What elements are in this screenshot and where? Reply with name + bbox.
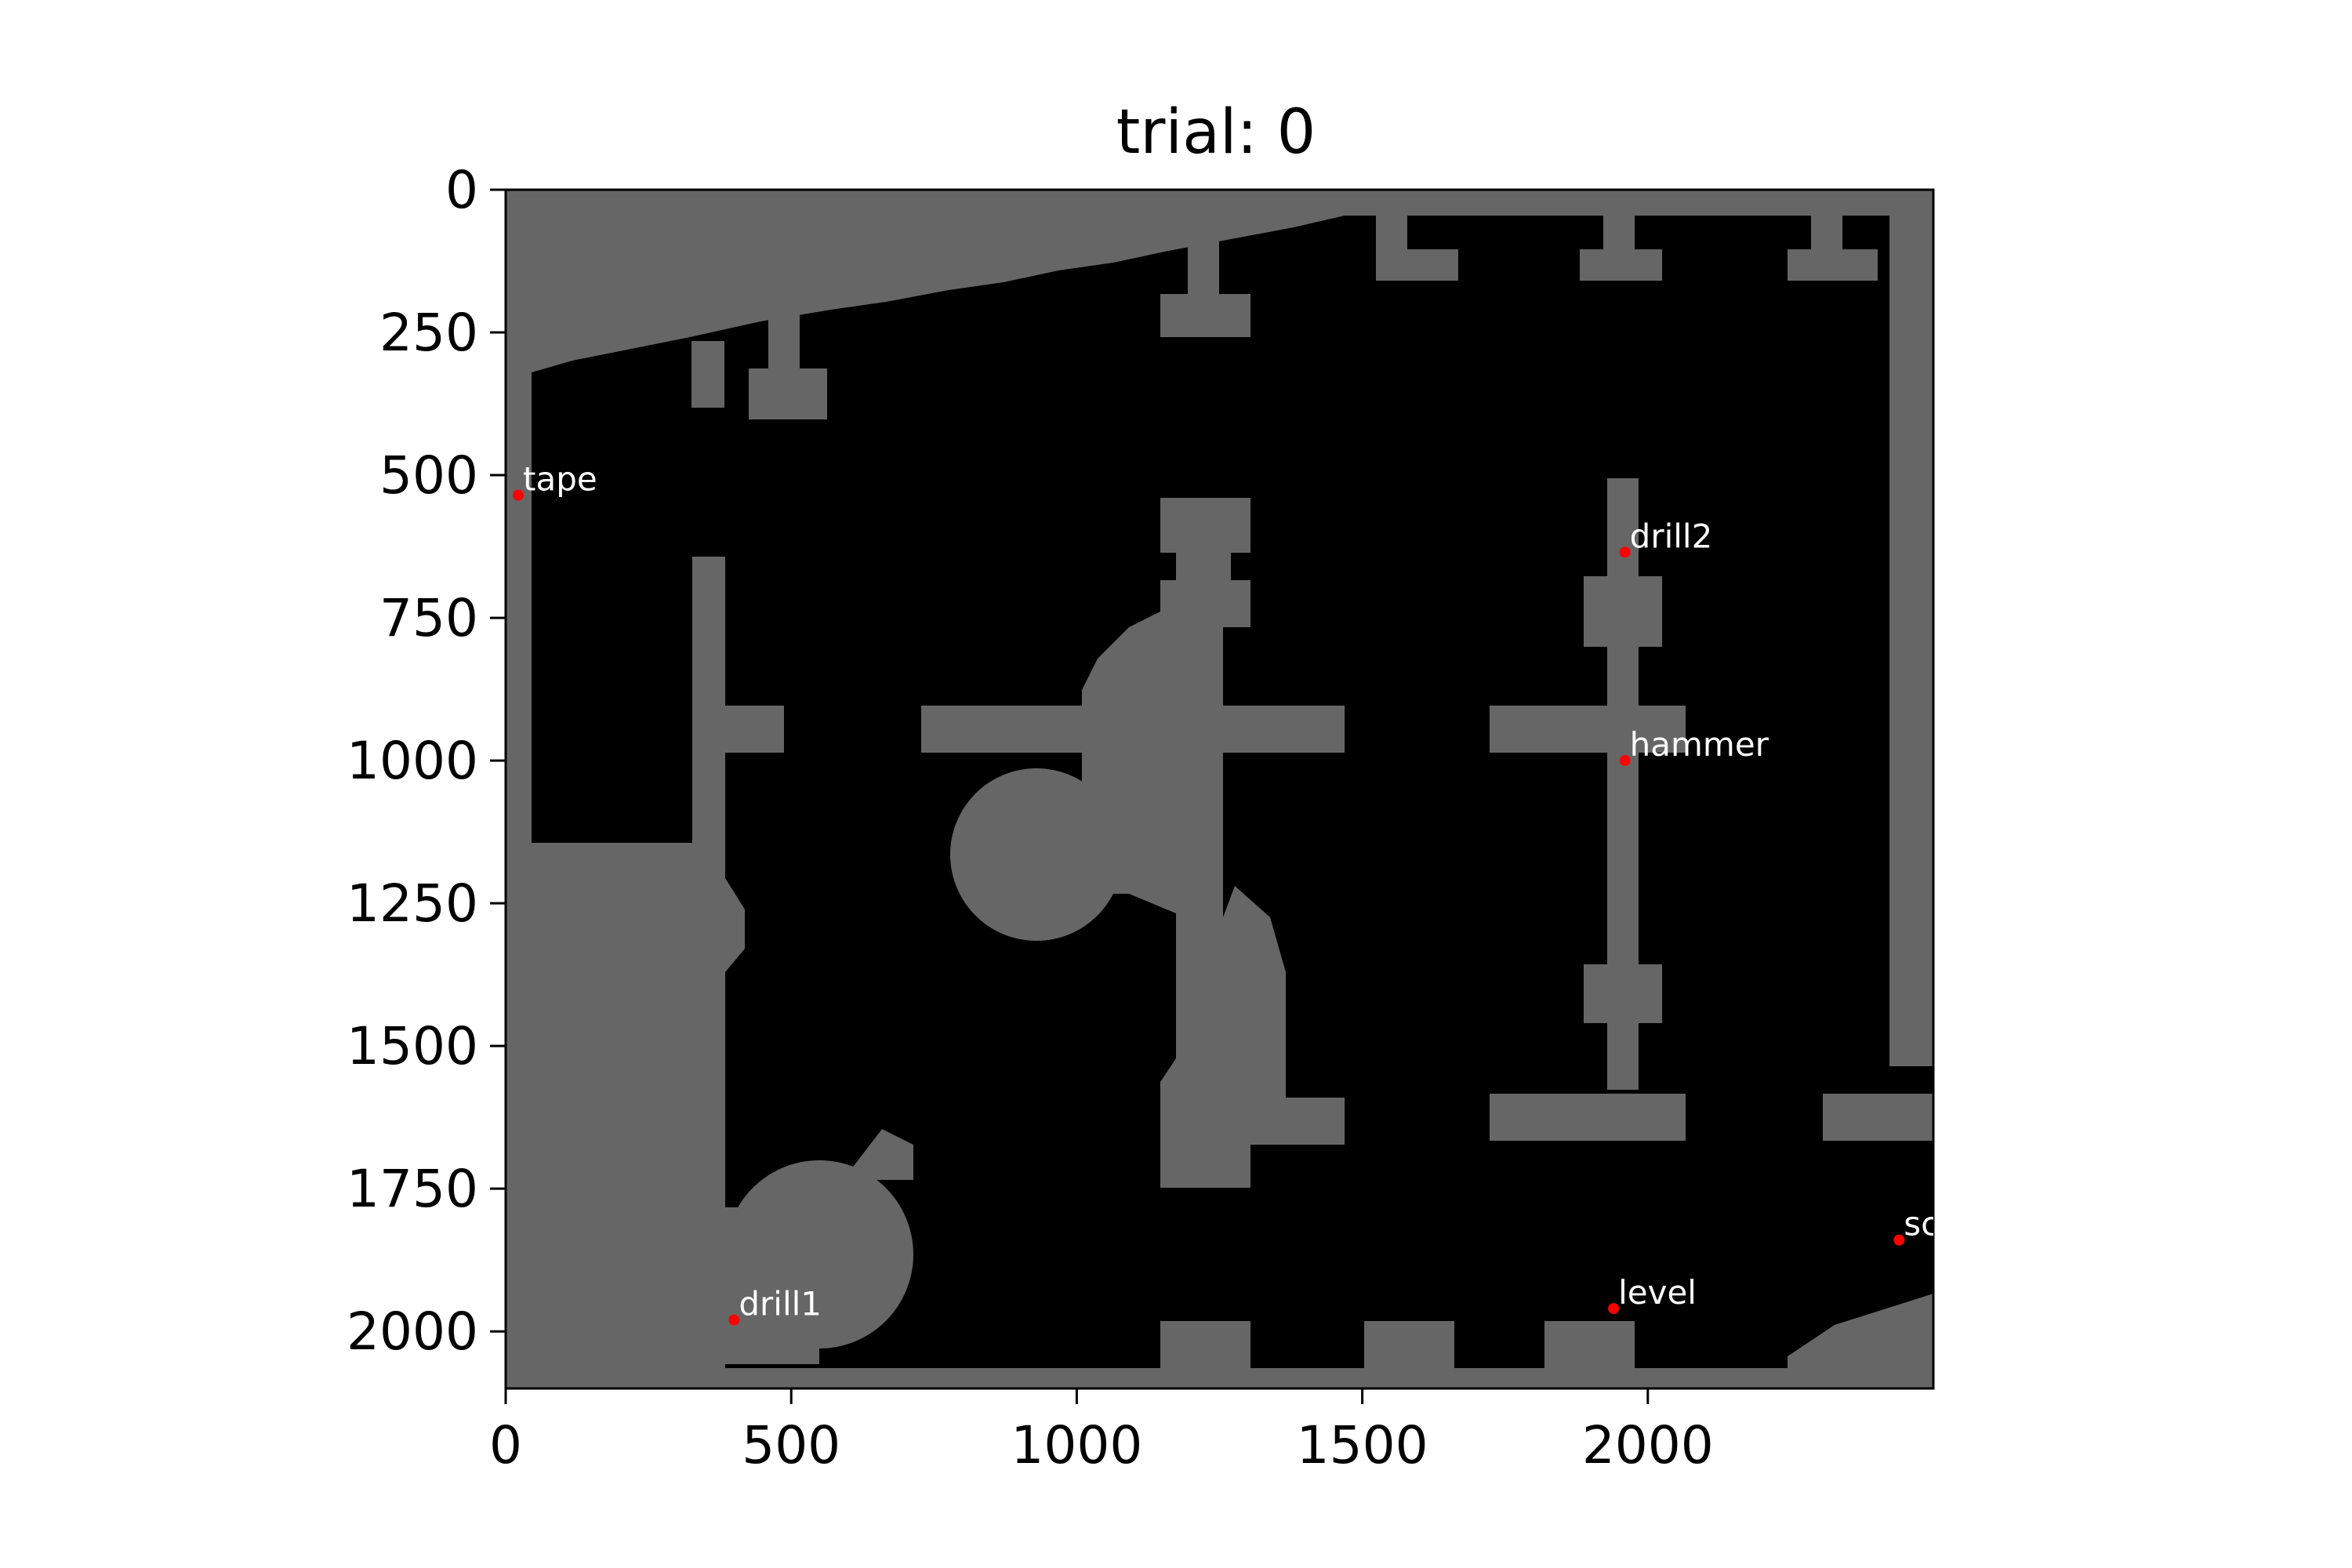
y-tick-label: 1000 xyxy=(347,731,478,791)
point-hammer xyxy=(1619,755,1631,767)
point-label-drill1: drill1 xyxy=(739,1285,822,1323)
point-label-tape: tape xyxy=(523,460,597,499)
x-tick-label: 1500 xyxy=(1297,1415,1428,1475)
y-tick-label: 750 xyxy=(379,588,478,648)
point-drill2 xyxy=(1619,546,1631,558)
x-tick-label: 2000 xyxy=(1582,1415,1714,1475)
point-label-hammer: hammer xyxy=(1630,725,1769,764)
plot-frame xyxy=(504,188,1935,1390)
x-tick-label: 0 xyxy=(489,1415,522,1475)
y-tick-label: 1250 xyxy=(347,873,478,934)
point-label-sc: sc xyxy=(1904,1205,1939,1243)
point-drill1 xyxy=(728,1314,740,1326)
y-tick-label: 1750 xyxy=(347,1159,478,1219)
data-points xyxy=(513,489,1905,1326)
y-tick-label: 0 xyxy=(445,160,478,220)
point-level xyxy=(1608,1303,1620,1315)
chart-title: trial: 0 xyxy=(1116,97,1316,168)
y-tick-label: 500 xyxy=(379,445,478,506)
occupancy-map xyxy=(506,190,1933,1388)
point-label-drill2: drill2 xyxy=(1630,517,1713,555)
point-sc xyxy=(1893,1234,1905,1246)
y-tick-label: 1500 xyxy=(347,1016,478,1076)
x-tick-label: 500 xyxy=(742,1415,840,1475)
point-label-level: level xyxy=(1618,1273,1697,1312)
x-tick-label: 1000 xyxy=(1011,1415,1142,1475)
y-tick-label: 2000 xyxy=(347,1301,478,1362)
point-tape xyxy=(513,489,524,501)
point-labels: tape drill2 hammer sc level drill1 xyxy=(523,460,1939,1323)
y-tick-label: 250 xyxy=(379,303,478,363)
x-axis: 0 500 1000 1500 2000 xyxy=(489,1388,1714,1475)
y-axis: 0 250 500 750 1000 1250 1500 1750 2000 xyxy=(347,160,506,1362)
